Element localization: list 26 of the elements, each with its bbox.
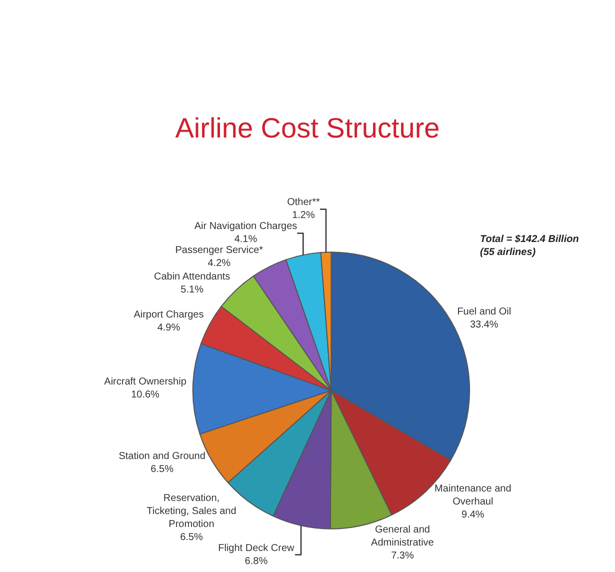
slice-label: Reservation, Ticketing, Sales and Promotion: [146, 492, 236, 530]
data-label: 9.4%: [462, 509, 484, 520]
slice-label: Airport Charges: [134, 309, 204, 320]
data-label: 10.6%: [131, 390, 160, 401]
data-label: 4.1%: [234, 234, 258, 246]
slice-label: Fuel and Oil: [457, 306, 512, 318]
text: Total = $142.4 Billion (55 airlines): [480, 234, 579, 258]
data-label: 6.5%: [180, 532, 203, 543]
slice-label: Flight Deck Crew: [218, 542, 296, 554]
slice-label: Other**: [287, 197, 320, 208]
slice-label: Air Navigation Charges: [194, 221, 298, 232]
data-label: 33.4%: [470, 320, 498, 331]
slice-label: Station and Ground: [118, 450, 206, 462]
chart-title: Airline Cost Structure: [175, 112, 440, 144]
slice-label: Cabin Attendants: [154, 272, 230, 283]
slice-label: General and Administrative: [371, 524, 434, 549]
data-label: 7.3%: [391, 550, 414, 562]
data-label: 5.1%: [180, 284, 204, 296]
slice-label: Passenger Service*: [175, 245, 264, 256]
data-label: 4.2%: [208, 258, 231, 270]
data-label: 1.2%: [292, 210, 315, 222]
slice-label: Aircraft Ownership: [104, 376, 187, 388]
data-label: 6.8%: [244, 556, 268, 567]
data-label: 4.9%: [157, 322, 180, 334]
slice-label: Maintenance and Overhaul: [434, 483, 512, 508]
data-label: 6.5%: [150, 464, 174, 475]
